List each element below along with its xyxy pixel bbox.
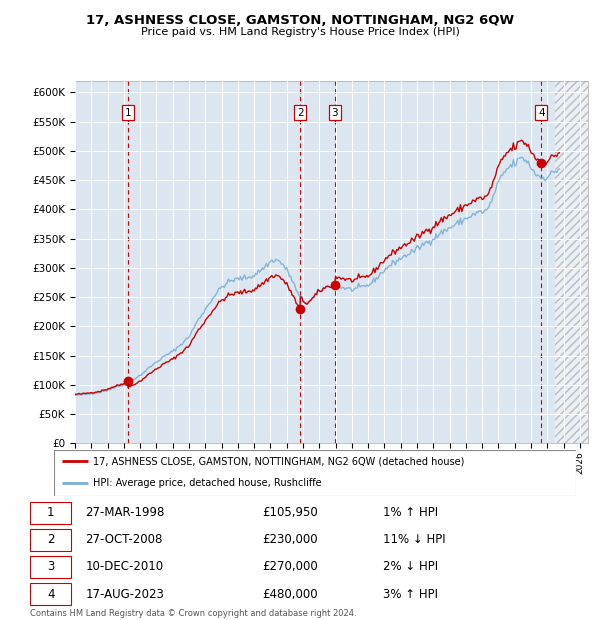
- FancyBboxPatch shape: [30, 583, 71, 605]
- Text: £270,000: £270,000: [262, 560, 317, 574]
- Text: 17, ASHNESS CLOSE, GAMSTON, NOTTINGHAM, NG2 6QW: 17, ASHNESS CLOSE, GAMSTON, NOTTINGHAM, …: [86, 14, 514, 27]
- Text: 2: 2: [297, 108, 304, 118]
- Text: 4: 4: [47, 588, 55, 601]
- Text: 3: 3: [331, 108, 338, 118]
- Text: 1% ↑ HPI: 1% ↑ HPI: [383, 506, 439, 519]
- Text: 3% ↑ HPI: 3% ↑ HPI: [383, 588, 438, 601]
- Text: 1: 1: [124, 108, 131, 118]
- Bar: [556, 81, 588, 443]
- Text: 2: 2: [47, 533, 55, 546]
- Text: 3: 3: [47, 560, 55, 574]
- Text: 10-DEC-2010: 10-DEC-2010: [85, 560, 163, 574]
- Text: 17, ASHNESS CLOSE, GAMSTON, NOTTINGHAM, NG2 6QW (detached house): 17, ASHNESS CLOSE, GAMSTON, NOTTINGHAM, …: [93, 456, 464, 466]
- Text: 27-MAR-1998: 27-MAR-1998: [85, 506, 164, 519]
- FancyBboxPatch shape: [30, 529, 71, 551]
- Text: £480,000: £480,000: [262, 588, 317, 601]
- Text: 2% ↓ HPI: 2% ↓ HPI: [383, 560, 439, 574]
- Text: 17-AUG-2023: 17-AUG-2023: [85, 588, 164, 601]
- Text: 1: 1: [47, 506, 55, 519]
- Text: HPI: Average price, detached house, Rushcliffe: HPI: Average price, detached house, Rush…: [93, 478, 322, 488]
- Text: 27-OCT-2008: 27-OCT-2008: [85, 533, 163, 546]
- FancyBboxPatch shape: [54, 450, 576, 496]
- Text: £230,000: £230,000: [262, 533, 317, 546]
- Text: 11% ↓ HPI: 11% ↓ HPI: [383, 533, 446, 546]
- Text: Contains HM Land Registry data © Crown copyright and database right 2024.
This d: Contains HM Land Registry data © Crown c…: [30, 609, 356, 620]
- Text: 4: 4: [538, 108, 545, 118]
- FancyBboxPatch shape: [30, 502, 71, 523]
- FancyBboxPatch shape: [30, 556, 71, 578]
- Bar: [556, 81, 588, 443]
- Text: Price paid vs. HM Land Registry's House Price Index (HPI): Price paid vs. HM Land Registry's House …: [140, 27, 460, 37]
- Text: £105,950: £105,950: [262, 506, 317, 519]
